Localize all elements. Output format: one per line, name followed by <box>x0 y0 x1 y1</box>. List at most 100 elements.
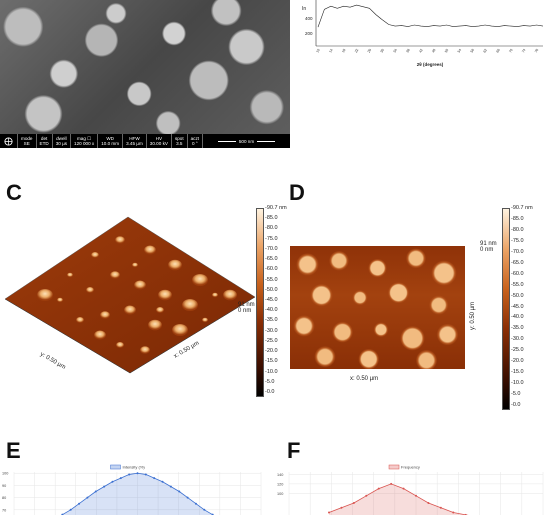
afm-grain <box>182 299 198 311</box>
xrd-xtick-label: 42 <box>418 48 423 53</box>
afm-grain <box>86 287 94 293</box>
data-point <box>136 472 139 475</box>
afm-d-colorbar-labels: -90.7 nm -85.0 -80.0 -75.0 -70.0 -65.0 -60.0 -5… <box>511 205 545 410</box>
sem-info-cell: mode SE <box>18 134 37 148</box>
afm-grain <box>223 289 237 301</box>
colorbar-tick-label: -30.0 <box>265 327 278 334</box>
data-point <box>340 506 343 509</box>
data-point <box>153 477 156 480</box>
colorbar-tick-label: -45.0 <box>511 303 524 310</box>
data-point <box>452 511 455 514</box>
panel-e-chart: 100 90 80 70 Intensity (%) <box>0 462 265 520</box>
legend-swatch <box>388 464 400 470</box>
afm-c-colorbar-labels: -90.7 nm -85.0 -80.0 -75.0 -70.0 -65.0 -60.0 -5… <box>265 205 295 397</box>
colorbar-tick-label: -50.0 <box>265 286 278 293</box>
xrd-xtick-label: 34 <box>393 48 398 53</box>
colorbar-tick-label: -90.7 nm <box>511 205 533 211</box>
colorbar-tick-label: -40.0 <box>265 307 278 314</box>
afm-grain <box>202 317 208 323</box>
afm-grain <box>94 330 106 340</box>
colorbar-tick-label: -0.0 <box>511 402 521 408</box>
afm-grain <box>168 259 182 271</box>
data-point <box>103 485 106 488</box>
afm-d-z-label: 91 nm 0 nm <box>480 241 497 253</box>
afm-grain <box>134 280 146 290</box>
data-point <box>328 511 330 514</box>
afm-c-y-axis-label: y: 0.50 µm <box>39 352 66 371</box>
data-point <box>194 502 197 505</box>
colorbar-tick-label: -45.0 <box>265 297 278 303</box>
afm-grain <box>192 274 208 286</box>
colorbar-tick-label: -55.0 <box>265 276 278 283</box>
afm-grain <box>110 271 120 279</box>
sem-info-cell: spot 3.5 <box>172 134 188 148</box>
colorbar-tick-label: -65.0 <box>265 256 278 263</box>
afm-grain <box>132 262 138 268</box>
colorbar-tick-label: -10.0 <box>265 368 278 375</box>
colorbar-tick-label: -20.0 <box>265 348 278 355</box>
colorbar-tick-label: -30.0 <box>511 336 524 343</box>
colorbar-tick-label: -25.0 <box>265 337 278 344</box>
colorbar-tick-label: -70.0 <box>265 245 278 252</box>
sem-info-cell: mag ☐ 120 000 x <box>71 134 99 148</box>
scale-bar-label: 500 nm <box>238 138 255 144</box>
afm-grain <box>144 245 156 255</box>
data-point <box>352 501 355 504</box>
xrd-xlabel: 2θ (degrees) <box>417 62 444 67</box>
data-point <box>169 485 172 488</box>
afm-grain <box>91 252 99 258</box>
afm-grain <box>156 307 164 313</box>
sem-info-cell: WD 10.0 mm <box>98 134 124 148</box>
colorbar-tick-label: -35.0 <box>511 325 524 332</box>
afm-grain <box>148 319 162 331</box>
sem-info-cell: dwell 30 µs <box>53 134 72 148</box>
panel-letter-f: F <box>287 438 301 463</box>
y-tick-label: 70 <box>2 508 6 512</box>
colorbar-tick-label: -25.0 <box>511 347 524 354</box>
xrd-xtick-label: 50 <box>444 48 449 53</box>
data-point <box>186 496 189 499</box>
legend-label: Frequency <box>401 465 420 470</box>
data-point <box>203 508 206 511</box>
data-point <box>161 480 164 483</box>
afm-grain <box>57 297 63 303</box>
sem-info-cell: HV 30.00 kV <box>147 134 172 148</box>
afm-d-colorbar <box>502 208 510 410</box>
data-point <box>69 508 72 511</box>
data-point <box>415 494 417 497</box>
xrd-xtick-label: 62 <box>483 48 488 53</box>
afm-grain <box>116 342 124 348</box>
colorbar-tick-label: -80.0 <box>511 226 524 233</box>
y-tick-label: 120 <box>277 482 283 486</box>
area-fill <box>54 473 221 520</box>
colorbar-tick-label: -15.0 <box>511 369 524 376</box>
legend-label: Intensity (%) <box>123 465 146 470</box>
data-point <box>427 501 430 504</box>
xrd-xtick-label: 14 <box>328 48 333 53</box>
xrd-xtick-label: 70 <box>508 48 513 53</box>
colorbar-tick-label: -20.0 <box>511 358 524 365</box>
data-point <box>94 490 97 493</box>
xrd-xtick-label: 38 <box>405 48 410 53</box>
data-point <box>365 494 368 497</box>
afm-grains <box>37 236 237 354</box>
afm-grain <box>140 346 150 354</box>
data-point <box>119 477 122 480</box>
colorbar-tick-label: -50.0 <box>511 292 524 299</box>
colorbar-tick-label: -35.0 <box>265 317 278 324</box>
y-tick-label: 80 <box>2 496 6 500</box>
colorbar-tick-label: -80.0 <box>265 225 278 232</box>
data-point <box>178 490 181 493</box>
data-point <box>86 496 89 499</box>
colorbar-tick-label: -60.0 <box>265 266 278 273</box>
xrd-panel: In 400 200 10 14 18 22 26 30 34 38 42 46 50 54 58 62 6… <box>300 0 547 75</box>
legend-swatch <box>110 464 121 470</box>
xrd-xtick-label: 10 <box>315 48 320 53</box>
colorbar-tick-label: -0.0 <box>265 389 275 395</box>
panel-letter-e: E <box>6 438 21 463</box>
afm-grain <box>37 289 53 301</box>
afm-grain <box>212 292 218 298</box>
xrd-xtick-label: 74 <box>521 48 526 53</box>
xrd-xtick-label: 46 <box>431 48 436 53</box>
colorbar-tick-label: -60.0 <box>511 270 524 277</box>
